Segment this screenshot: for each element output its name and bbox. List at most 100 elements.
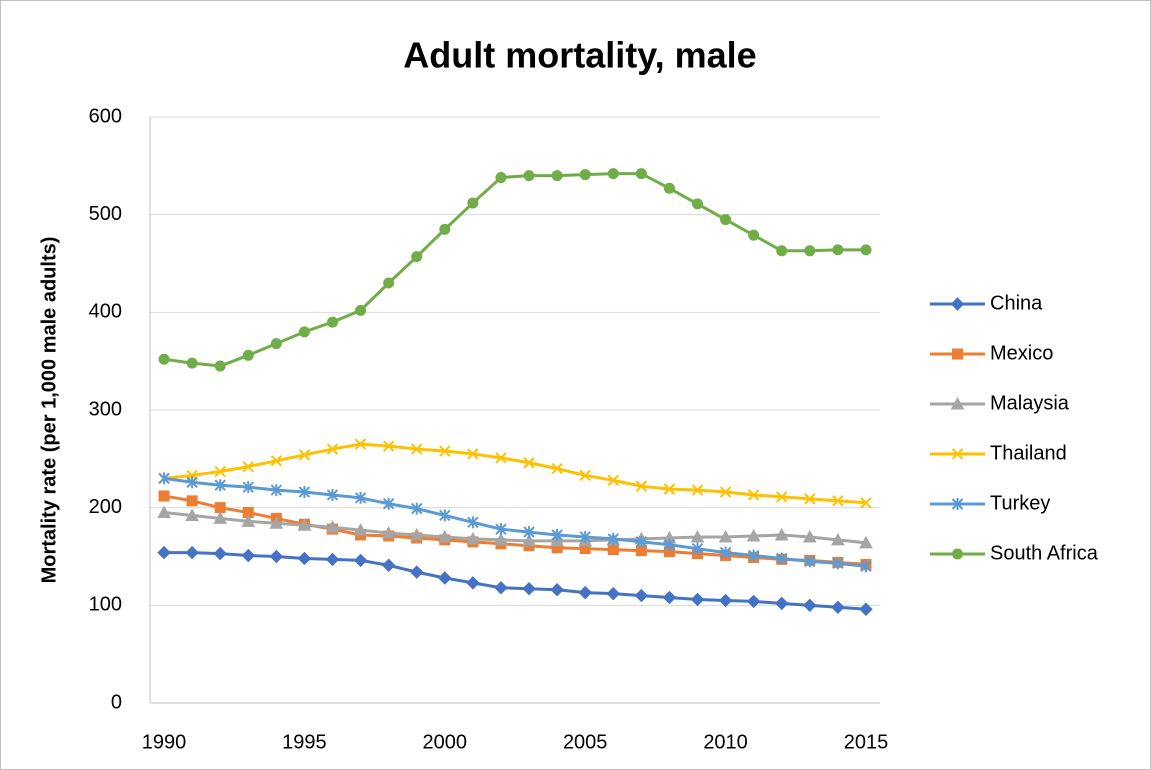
data-point bbox=[690, 529, 705, 543]
data-point bbox=[523, 526, 535, 539]
data-point bbox=[467, 448, 479, 460]
data-point bbox=[522, 533, 536, 547]
chart-title: Adult mortality, male bbox=[403, 35, 756, 76]
data-point bbox=[579, 169, 591, 181]
x-tick-label: 2000 bbox=[423, 731, 468, 753]
data-point bbox=[467, 516, 479, 529]
series-line bbox=[163, 511, 867, 545]
data-point bbox=[466, 531, 480, 545]
data-point bbox=[663, 182, 675, 194]
data-point bbox=[551, 529, 563, 542]
data-point bbox=[439, 445, 451, 457]
data-point bbox=[803, 598, 817, 613]
data-point bbox=[185, 545, 199, 560]
data-point bbox=[718, 529, 733, 543]
data-point bbox=[746, 528, 761, 542]
data-point bbox=[411, 251, 423, 263]
data-point bbox=[607, 532, 619, 545]
x-tick-label: 2015 bbox=[844, 731, 889, 753]
data-point bbox=[381, 558, 396, 572]
y-tick-label: 600 bbox=[89, 105, 122, 127]
data-point bbox=[382, 440, 395, 452]
data-point bbox=[214, 465, 226, 478]
data-point bbox=[523, 170, 535, 182]
legend-label: China bbox=[990, 292, 1043, 314]
legend-marker bbox=[950, 297, 965, 311]
data-point bbox=[662, 590, 677, 605]
data-point bbox=[269, 549, 284, 564]
legend-marker bbox=[950, 396, 965, 410]
data-point bbox=[186, 476, 198, 489]
data-point bbox=[635, 168, 647, 180]
data-point bbox=[859, 535, 873, 549]
data-point bbox=[860, 244, 872, 256]
data-point bbox=[523, 457, 535, 469]
y-tick-label: 300 bbox=[89, 398, 122, 420]
data-point bbox=[550, 582, 564, 597]
data-point bbox=[774, 527, 789, 541]
data-point bbox=[298, 326, 310, 338]
data-point bbox=[355, 304, 367, 316]
legend-marker bbox=[951, 448, 964, 460]
data-point bbox=[663, 538, 676, 551]
data-point bbox=[297, 551, 312, 566]
data-point bbox=[213, 511, 228, 524]
data-point bbox=[831, 532, 845, 546]
data-point bbox=[186, 495, 198, 507]
data-point bbox=[804, 555, 816, 568]
data-point bbox=[776, 245, 788, 257]
data-point bbox=[409, 527, 424, 541]
legend-marker bbox=[952, 348, 963, 360]
data-point bbox=[607, 168, 619, 180]
legend-marker bbox=[951, 548, 964, 560]
data-point bbox=[326, 443, 339, 455]
data-point bbox=[719, 486, 732, 498]
data-point bbox=[494, 581, 508, 595]
data-point bbox=[269, 516, 284, 529]
data-point bbox=[467, 197, 479, 209]
data-point bbox=[297, 518, 312, 531]
data-point bbox=[325, 552, 340, 567]
data-point bbox=[466, 576, 480, 590]
data-point bbox=[579, 469, 591, 482]
data-point bbox=[804, 245, 816, 257]
data-point bbox=[607, 474, 619, 487]
data-point bbox=[495, 523, 507, 536]
series-line bbox=[163, 442, 867, 505]
data-point bbox=[606, 586, 620, 601]
legend-label: South Africa bbox=[990, 542, 1099, 564]
data-point bbox=[747, 489, 760, 501]
legend-label: Thailand bbox=[990, 442, 1067, 464]
data-point bbox=[354, 491, 367, 504]
data-point bbox=[551, 170, 563, 182]
data-point bbox=[551, 462, 563, 475]
data-point bbox=[298, 449, 311, 461]
data-point bbox=[804, 493, 816, 505]
series-line bbox=[163, 476, 867, 568]
y-axis-label: Mortality rate (per 1,000 male adults) bbox=[38, 237, 60, 584]
data-point bbox=[691, 542, 704, 555]
data-point bbox=[213, 546, 227, 561]
data-point bbox=[186, 357, 198, 369]
data-point bbox=[383, 277, 395, 289]
data-point bbox=[832, 495, 844, 507]
data-point bbox=[353, 553, 368, 568]
data-point bbox=[776, 552, 788, 565]
data-point bbox=[158, 472, 170, 485]
data-point bbox=[634, 588, 649, 603]
y-tick-label: 200 bbox=[89, 496, 122, 518]
data-point bbox=[326, 488, 339, 501]
data-point bbox=[270, 455, 283, 467]
y-tick-label: 0 bbox=[111, 691, 122, 713]
data-point bbox=[495, 172, 507, 183]
data-point bbox=[860, 497, 872, 509]
data-point bbox=[326, 316, 339, 328]
legend-label: Mexico bbox=[990, 342, 1053, 364]
data-point bbox=[690, 592, 705, 607]
data-point bbox=[157, 505, 171, 519]
data-point bbox=[691, 484, 704, 496]
data-point bbox=[691, 198, 704, 210]
data-point bbox=[298, 486, 311, 499]
